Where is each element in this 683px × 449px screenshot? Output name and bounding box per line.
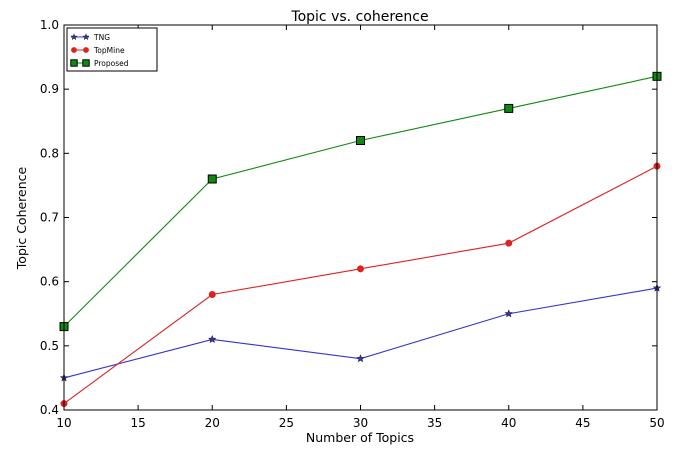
data-point-topmine-3 bbox=[505, 239, 513, 247]
x-tick-label: 20 bbox=[205, 416, 220, 430]
x-tick-label: 50 bbox=[649, 416, 664, 430]
y-tick-label: 0.9 bbox=[40, 82, 59, 96]
data-point-proposed-1 bbox=[207, 174, 217, 184]
x-tick-label: 35 bbox=[427, 416, 442, 430]
data-point-tng-1 bbox=[208, 335, 217, 343]
y-tick-label: 1.0 bbox=[40, 18, 59, 32]
legend-marker-topmine bbox=[71, 47, 77, 53]
y-tick-label: 0.5 bbox=[40, 339, 59, 353]
plot-area: 10 15 20 25 30 35 40 45 50 0.4 0.5 0.6 0.7 0.8 0.9 1.0 bbox=[40, 18, 665, 430]
legend-marker-tng bbox=[70, 33, 78, 40]
legend-marker-proposed bbox=[82, 59, 90, 67]
x-axis-label: Number of Topics bbox=[306, 430, 414, 445]
data-point-topmine-2 bbox=[357, 265, 364, 273]
x-tick-label: 30 bbox=[353, 416, 368, 430]
series-line-topmine bbox=[63, 165, 658, 405]
y-tick-label: 0.6 bbox=[40, 275, 59, 289]
legend-entry-topmine: TopMine bbox=[93, 46, 125, 55]
y-tick-label: 0.4 bbox=[40, 403, 59, 417]
legend-entry-proposed: Proposed bbox=[94, 59, 129, 68]
data-point-tng-3 bbox=[504, 309, 513, 318]
x-tick-label: 45 bbox=[575, 416, 590, 430]
y-tick-label: 0.8 bbox=[40, 146, 59, 160]
data-point-tng-2 bbox=[356, 354, 365, 363]
legend: TNG TopMine Proposed bbox=[66, 27, 158, 72]
series-line-tng bbox=[63, 287, 658, 379]
chart-title: Topic vs. coherence bbox=[290, 9, 428, 25]
y-axis-label: Topic Coherence bbox=[14, 166, 29, 270]
data-point-proposed-3 bbox=[504, 103, 514, 113]
x-tick-label: 15 bbox=[130, 416, 145, 430]
x-tick-label: 25 bbox=[279, 416, 294, 430]
x-tick-label: 10 bbox=[56, 416, 71, 430]
data-point-topmine-1 bbox=[208, 291, 216, 298]
legend-marker-proposed bbox=[70, 59, 78, 67]
data-point-proposed-2 bbox=[356, 136, 365, 145]
series-line-proposed bbox=[63, 75, 658, 327]
x-tick-label: 40 bbox=[501, 416, 516, 430]
y-tick-label: 0.7 bbox=[40, 211, 59, 225]
axes-frame bbox=[63, 24, 658, 411]
legend-entry-tng: TNG bbox=[93, 33, 110, 42]
legend-marker-tng bbox=[82, 33, 90, 40]
legend-marker-topmine bbox=[83, 47, 89, 53]
